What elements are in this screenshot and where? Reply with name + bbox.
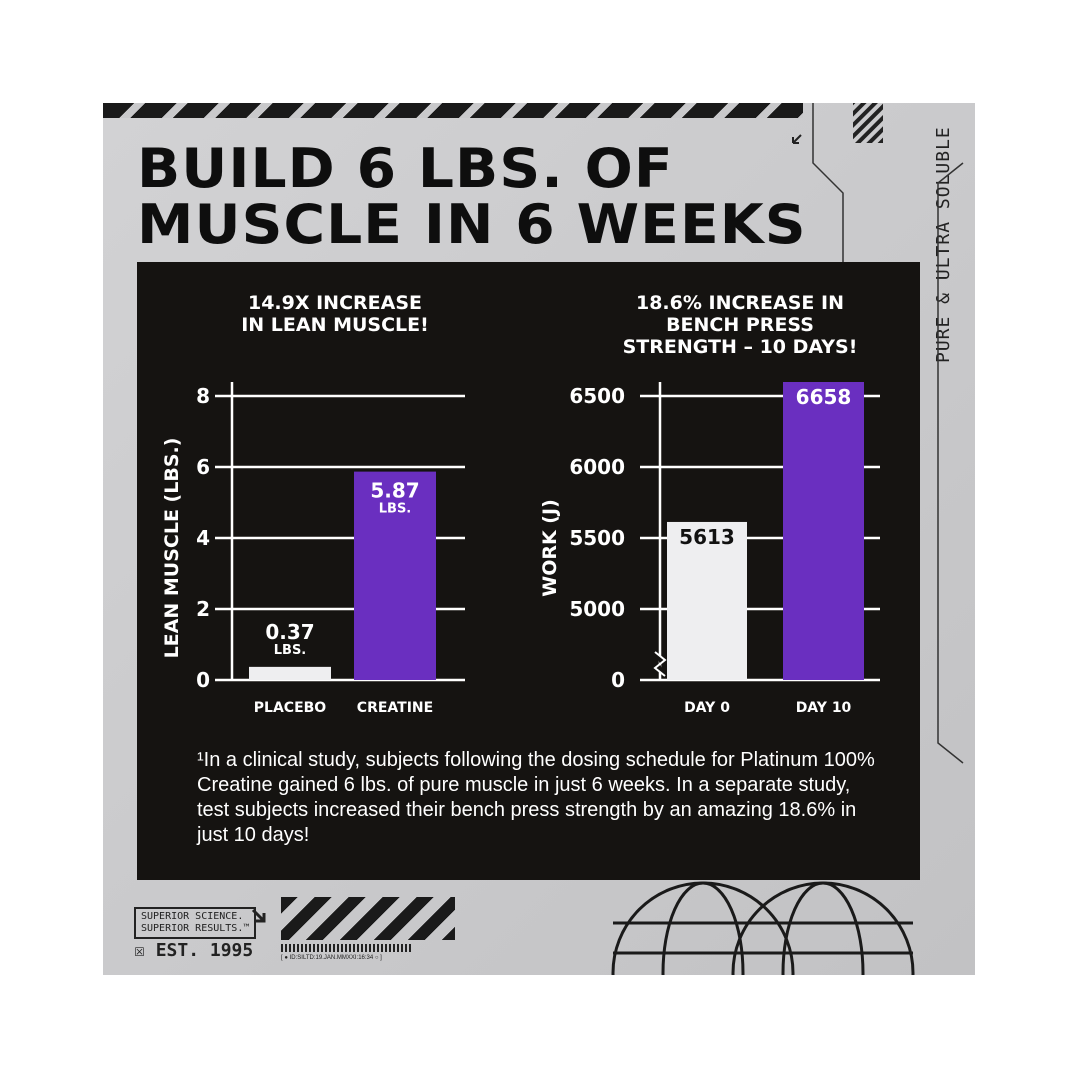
- data-label-unit: LBS.: [379, 502, 412, 517]
- x-tick-label: CREATINE: [357, 700, 433, 716]
- hazard-stripe-top: [103, 103, 803, 118]
- x-tick-label: PLACEBO: [254, 700, 327, 716]
- barcode: [281, 944, 411, 952]
- arrow-icon: [792, 134, 802, 144]
- hazard-stripes: [281, 897, 455, 940]
- y-axis-label: WORK (J): [539, 499, 561, 597]
- y-tick-label: 6: [196, 455, 210, 479]
- bar-day-10: [783, 382, 864, 680]
- right-title-line: BENCH PRESS: [666, 314, 814, 336]
- est-label: ☒ EST. 1995: [134, 940, 253, 961]
- y-tick-label: 6500: [569, 384, 625, 408]
- y-tick-label: 5500: [569, 526, 625, 550]
- globe-icon: [611, 881, 915, 975]
- id-text: [ ● ID:SILTD:19.JAN.MMXXI:16:34 ○ ]: [281, 955, 382, 961]
- est-text: EST. 1995: [155, 940, 254, 961]
- title-line-1: BUILD 6 LBS. OF: [137, 137, 674, 200]
- tagline-line-1: SUPERIOR SCIENCE.: [141, 911, 244, 922]
- axis-break-icon: [653, 651, 667, 677]
- y-tick-label: 6000: [569, 455, 625, 479]
- left-chart-title: 14.9X INCREASE IN LEAN MUSCLE!: [195, 292, 475, 336]
- data-label: 6658: [796, 385, 852, 409]
- title-line-2: MUSCLE IN 6 WEEKS: [137, 193, 807, 256]
- bar-placebo: [249, 666, 331, 680]
- left-title-line: IN LEAN MUSCLE!: [241, 314, 429, 336]
- y-tick-label: 8: [196, 384, 210, 408]
- data-label: 0.37: [265, 620, 314, 644]
- x-tick-label: DAY 10: [796, 700, 852, 716]
- y-tick-label: 0: [196, 668, 210, 692]
- decor-lines: [611, 103, 964, 975]
- y-tick-label: 2: [196, 597, 210, 621]
- y-tick-label: 5000: [569, 597, 625, 621]
- x-box-icon: ☒: [134, 940, 145, 961]
- data-label-unit: LBS.: [274, 643, 307, 658]
- x-tick-label: DAY 0: [684, 700, 730, 716]
- page-title: BUILD 6 LBS. OF MUSCLE IN 6 WEEKS: [137, 141, 807, 253]
- tagline-box: SUPERIOR SCIENCE. SUPERIOR RESULTS.™: [134, 907, 257, 939]
- tagline-line-2: SUPERIOR RESULTS.™: [141, 923, 250, 934]
- y-axis-label: LEAN MUSCLE (LBS.): [161, 438, 183, 659]
- right-title-line: 18.6% INCREASE IN: [635, 292, 844, 314]
- data-label: 5613: [679, 525, 735, 549]
- bar-creatine: [354, 471, 436, 680]
- bar-day-0: [667, 521, 747, 680]
- right-title-line: STRENGTH – 10 DAYS!: [622, 336, 858, 358]
- footnote: ¹In a clinical study, subjects following…: [197, 749, 875, 846]
- left-title-line: 14.9X INCREASE: [247, 292, 423, 314]
- y-tick-label: 0: [611, 668, 625, 692]
- y-tick-label: 4: [196, 526, 210, 550]
- data-label: 5.87: [370, 479, 419, 503]
- right-chart-title: 18.6% INCREASE IN BENCH PRESS STRENGTH –…: [580, 292, 900, 358]
